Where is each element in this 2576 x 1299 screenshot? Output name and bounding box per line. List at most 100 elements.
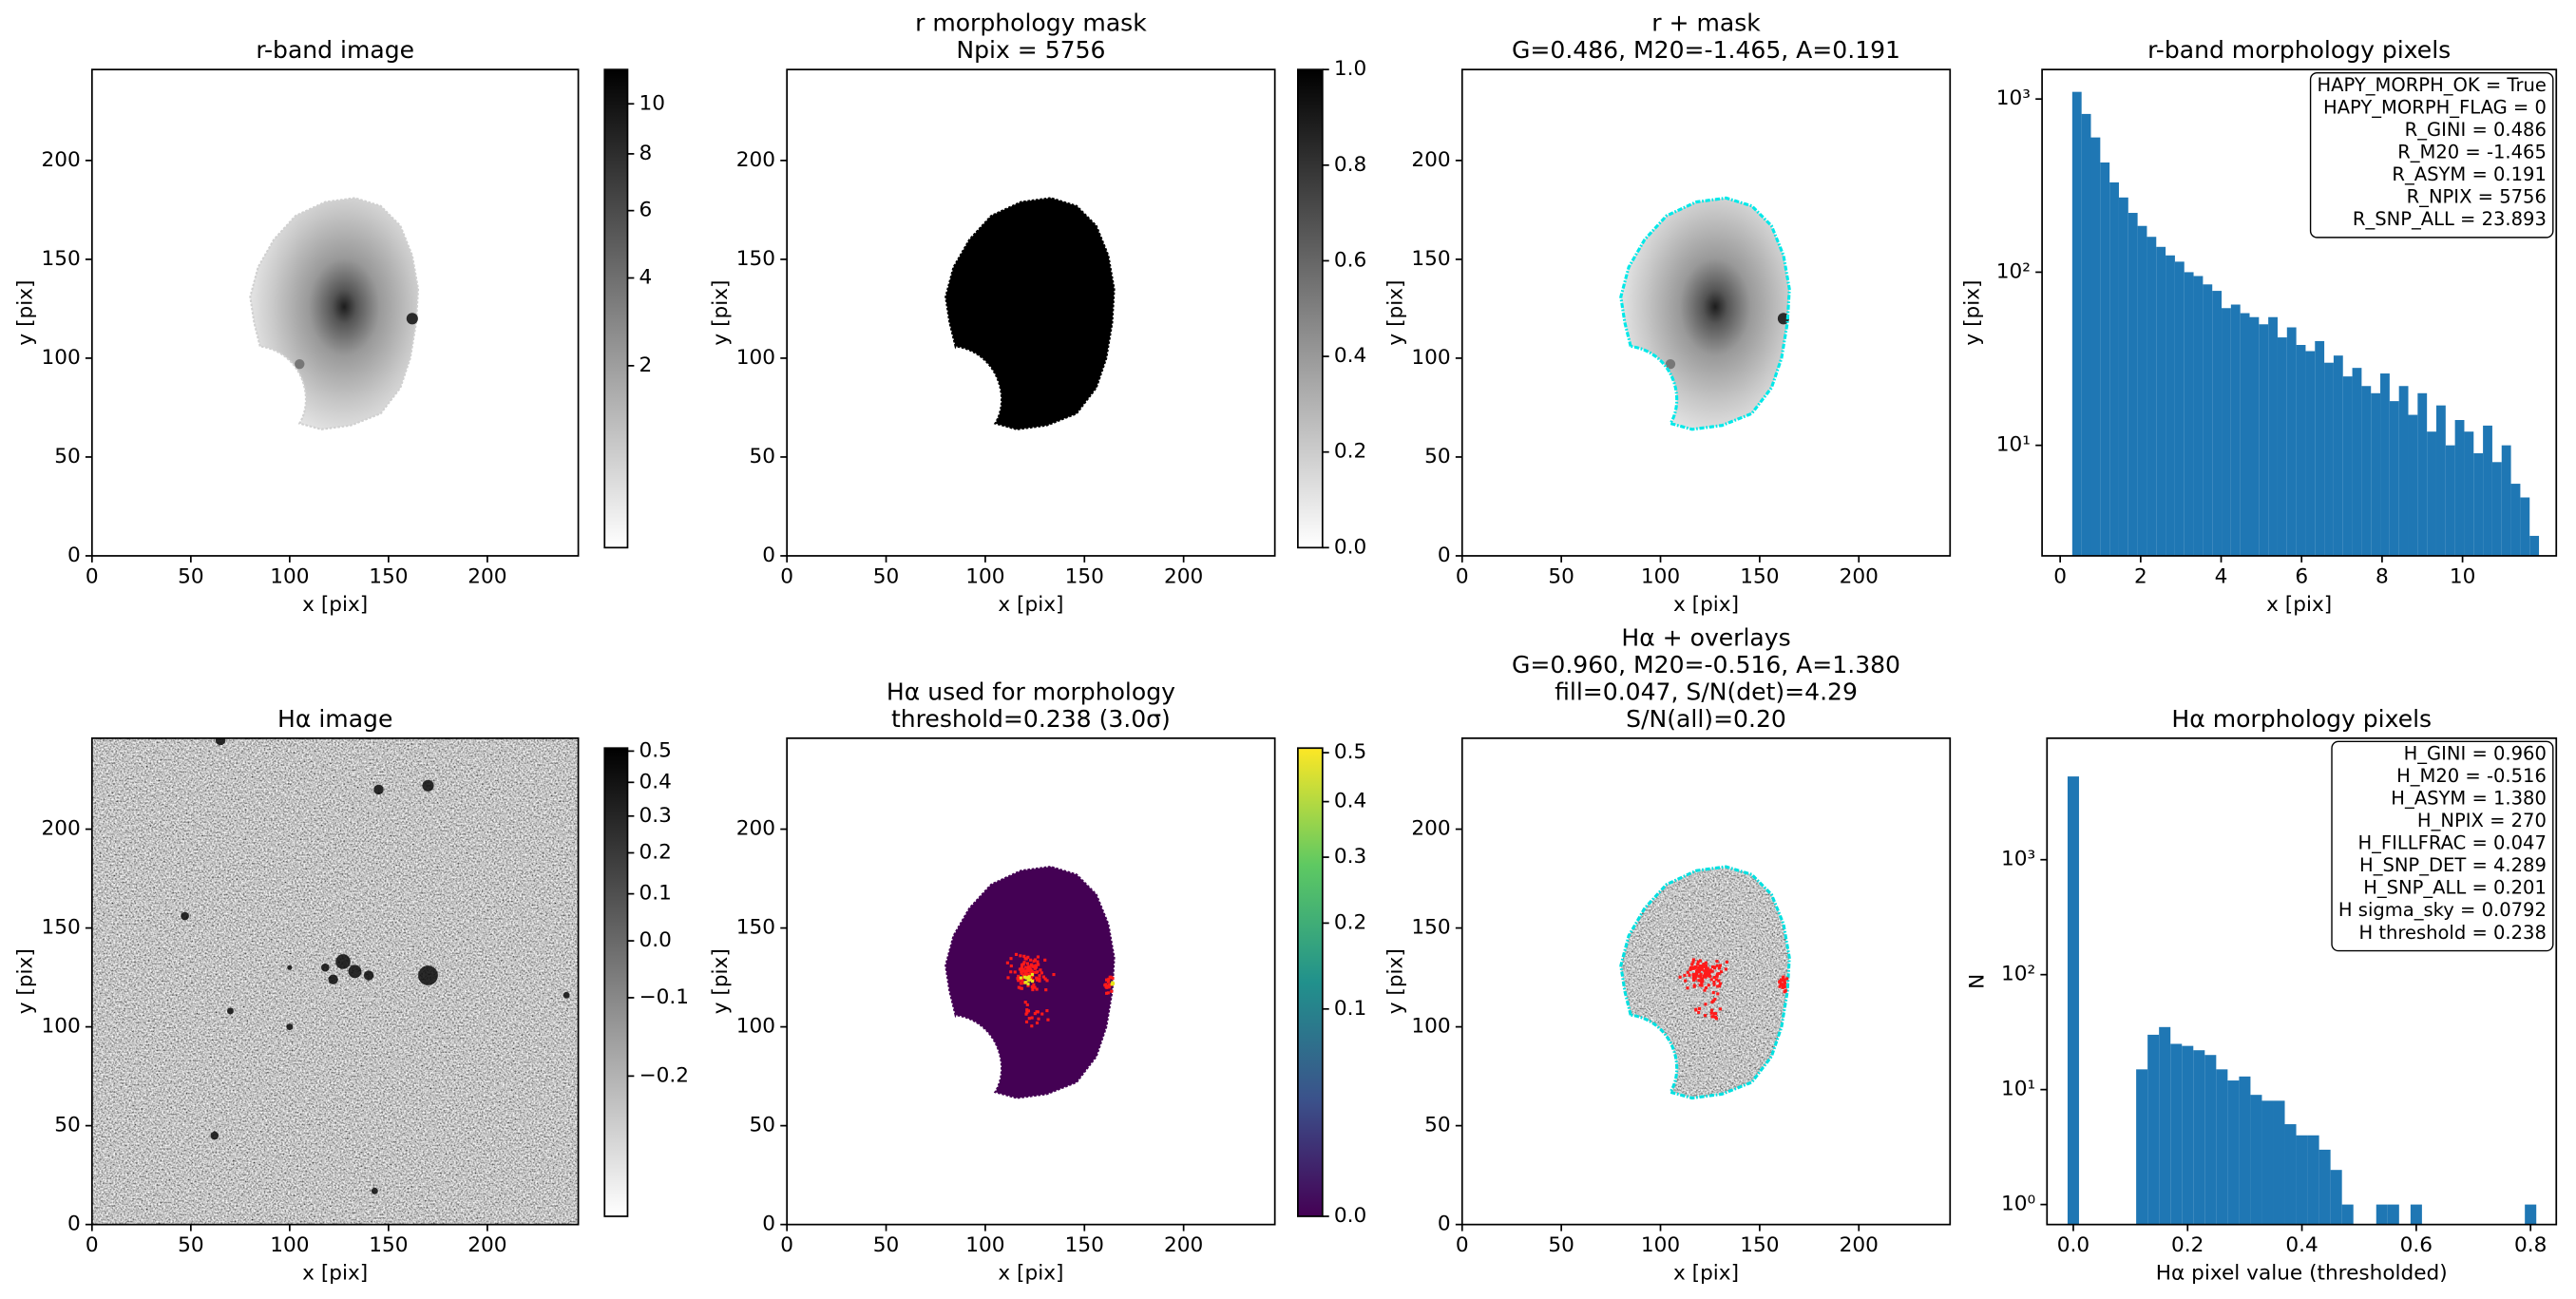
y-axis-label: y [pix] bbox=[1384, 280, 1408, 346]
colorbar-tick-label: 0.6 bbox=[1334, 248, 1366, 272]
detected-pixel bbox=[1024, 1020, 1029, 1023]
x-tick-label: 0 bbox=[1456, 564, 1469, 588]
detected-pixel bbox=[1704, 972, 1708, 976]
stats-box-frame bbox=[2331, 740, 2554, 952]
chart-title: threshold=0.238 (3.0σ) bbox=[891, 705, 1171, 733]
x-tick-label: 50 bbox=[873, 564, 900, 588]
stats-line: R_GINI = 0.486 bbox=[2405, 119, 2547, 141]
colorbar-tick-label: 0.2 bbox=[1334, 910, 1366, 934]
detected-pixel bbox=[1712, 976, 1716, 980]
histogram-bar bbox=[2147, 1034, 2160, 1225]
y-tick-label: 10¹ bbox=[1996, 433, 2031, 457]
mask-image bbox=[945, 197, 1116, 430]
axes-frame bbox=[90, 68, 580, 557]
detected-pixel bbox=[1018, 967, 1021, 971]
detected-pixel bbox=[1714, 978, 1718, 982]
detected-pixel bbox=[1725, 960, 1728, 964]
detected-pixel bbox=[1700, 984, 1704, 987]
histogram-bar bbox=[2324, 362, 2334, 556]
x-tick-label: 150 bbox=[1065, 1233, 1104, 1257]
detected-pixel bbox=[1023, 965, 1027, 969]
axes-frame bbox=[90, 736, 580, 1226]
histogram-bar bbox=[2296, 344, 2306, 556]
histogram-bar bbox=[2491, 462, 2502, 556]
y-tick-label: 150 bbox=[1411, 916, 1450, 940]
axes-frame bbox=[2041, 68, 2558, 557]
histogram-bar bbox=[2193, 1050, 2205, 1225]
x-tick-label: 100 bbox=[965, 1233, 1004, 1257]
y-tick-label: 200 bbox=[41, 148, 80, 172]
stats-line: H_FILLFRAC = 0.047 bbox=[2357, 832, 2546, 854]
x-tick-label: 50 bbox=[178, 1233, 204, 1257]
detected-pixel bbox=[1708, 974, 1712, 978]
stats-line: R_SNP_ALL = 23.893 bbox=[2353, 208, 2547, 230]
x-tick-label: 0.8 bbox=[2514, 1233, 2547, 1257]
detected-pixel bbox=[1781, 985, 1784, 989]
histogram-bar bbox=[2387, 1204, 2399, 1225]
detected-pixel bbox=[1718, 964, 1723, 967]
detected-pixel bbox=[1021, 976, 1024, 980]
y-tick-label: 10⁰ bbox=[2001, 1193, 2035, 1216]
y-tick-label: 150 bbox=[1411, 247, 1450, 271]
x-tick-label: 150 bbox=[369, 564, 408, 588]
x-tick-label: 50 bbox=[1548, 564, 1574, 588]
detected-pixel bbox=[1710, 965, 1715, 969]
detected-pixel bbox=[1020, 970, 1023, 974]
detected-pixel bbox=[1036, 960, 1040, 964]
detected-pixel bbox=[1781, 979, 1784, 983]
chart-title: S/N(all)=0.20 bbox=[1626, 705, 1786, 733]
y-tick-label: 100 bbox=[41, 346, 80, 370]
detected-pixel bbox=[1699, 979, 1703, 983]
histogram-bar bbox=[2342, 376, 2353, 556]
detected-pixel bbox=[1108, 983, 1112, 987]
detected-pixel bbox=[1696, 960, 1700, 964]
colorbar-tick-label: −0.2 bbox=[639, 1063, 689, 1087]
axes-frame bbox=[1460, 68, 1952, 557]
histogram-bar bbox=[2483, 425, 2492, 556]
detected-pixel bbox=[1025, 1008, 1029, 1012]
detected-pixel bbox=[1711, 991, 1715, 995]
histogram-bar bbox=[2156, 246, 2166, 556]
detected-pixel bbox=[1698, 959, 1702, 963]
x-tick-label: 100 bbox=[1641, 1233, 1680, 1257]
detected-pixel bbox=[1704, 985, 1708, 990]
detected-pixel bbox=[1707, 974, 1710, 978]
y-tick-label: 100 bbox=[1411, 346, 1450, 370]
colorbar-tick-label: 0.8 bbox=[1334, 153, 1366, 177]
detected-pixel bbox=[1030, 1016, 1034, 1020]
stats-line: R_M20 = -1.465 bbox=[2397, 142, 2547, 163]
histogram-bar bbox=[2216, 1069, 2228, 1225]
y-tick-label: 0 bbox=[1438, 1213, 1451, 1236]
histogram-bar bbox=[2261, 1100, 2274, 1225]
histogram-bar bbox=[2137, 225, 2147, 556]
x-tick-label: 100 bbox=[270, 564, 309, 588]
stats-line: H_SNP_DET = 4.289 bbox=[2359, 854, 2547, 876]
detected-pixel bbox=[1037, 963, 1040, 966]
detected-pixel bbox=[1036, 1010, 1040, 1014]
detected-pixel bbox=[1718, 982, 1723, 985]
detected-pixel bbox=[1693, 977, 1697, 981]
bright-pixel bbox=[1024, 976, 1028, 980]
chart-title: r + mask bbox=[1651, 10, 1761, 37]
histogram-bar bbox=[2417, 392, 2428, 556]
detected-pixel bbox=[1701, 980, 1705, 984]
axes-frame bbox=[786, 736, 1276, 1226]
y-tick-label: 10³ bbox=[1996, 86, 2031, 110]
x-tick-label: 4 bbox=[2215, 564, 2228, 588]
detected-pixel bbox=[1719, 970, 1724, 974]
detected-pixel bbox=[1716, 992, 1720, 996]
detected-pixel bbox=[1710, 969, 1714, 973]
x-tick-label: 0.4 bbox=[2285, 1233, 2318, 1257]
plot-area bbox=[249, 197, 420, 430]
detected-pixel bbox=[1782, 975, 1785, 979]
detected-pixel bbox=[1716, 984, 1720, 988]
y-axis-label: y [pix] bbox=[1384, 948, 1408, 1014]
y-tick-label: 0 bbox=[1438, 544, 1451, 567]
x-tick-label: 10 bbox=[2450, 564, 2475, 588]
x-tick-label: 0 bbox=[1456, 1233, 1469, 1257]
image-source bbox=[210, 1131, 219, 1140]
detected-pixel bbox=[1694, 1007, 1698, 1011]
detected-pixel bbox=[1697, 965, 1701, 970]
x-tick-label: 200 bbox=[1164, 564, 1203, 588]
